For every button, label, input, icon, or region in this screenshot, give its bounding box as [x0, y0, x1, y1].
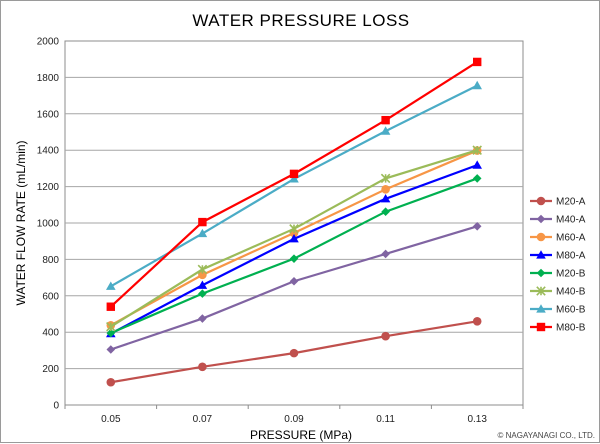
legend-label: M40-B	[556, 287, 586, 298]
series-m40-a	[106, 221, 482, 354]
legend-item-m60-b: M60-B	[530, 304, 586, 316]
data-point	[380, 173, 391, 184]
data-point	[472, 145, 482, 155]
series-m20-a	[106, 316, 482, 387]
legend-marker	[536, 250, 546, 259]
y-tick-label: 1600	[37, 109, 60, 120]
data-point	[197, 228, 208, 238]
legend-label: M80-A	[556, 251, 586, 262]
legend-marker	[536, 232, 546, 242]
data-point	[381, 115, 390, 125]
data-point	[289, 174, 299, 183]
y-tick-label: 1400	[37, 146, 60, 157]
y-tick-label: 0	[53, 401, 59, 412]
data-point	[106, 328, 116, 338]
legend-label: M60-A	[556, 233, 586, 244]
x-axis-label: PRESSURE (MPa)	[250, 428, 352, 442]
data-point	[472, 221, 482, 231]
y-tick-label: 1000	[37, 219, 60, 230]
legend-marker	[536, 304, 546, 313]
legend-marker	[536, 322, 546, 332]
y-tick-label: 200	[42, 364, 59, 375]
legend-label: M20-B	[556, 269, 586, 280]
legend-item-m20-a: M20-A	[530, 197, 586, 208]
data-point	[106, 281, 116, 290]
x-tick-label: 0.11	[376, 414, 395, 425]
data-point	[472, 160, 482, 169]
legend-marker	[536, 268, 546, 278]
y-tick-label: 600	[42, 291, 59, 302]
data-point	[472, 316, 482, 326]
data-point	[289, 224, 299, 234]
data-point	[197, 264, 208, 275]
legend-item-m80-a: M80-A	[530, 250, 586, 262]
data-point	[381, 331, 390, 341]
x-tick-labels: 0.05 0.07 0.09 0.11 0.13	[64, 405, 524, 425]
data-point	[106, 321, 116, 332]
data-point	[197, 280, 208, 289]
y-tick-labels: 0 200 400 600 800 1000 1200 1400 1600 1800 2000	[37, 37, 60, 412]
x-tick-label: 0.05	[101, 414, 121, 425]
legend-label: M60-B	[556, 305, 586, 316]
data-point	[289, 276, 299, 286]
y-axis-label: WATER FLOW RATE (mL/min)	[14, 140, 28, 305]
data-point	[289, 348, 299, 358]
series-m20-b	[106, 174, 482, 338]
y-tick-label: 1200	[37, 182, 60, 193]
data-point	[106, 345, 116, 354]
legend-label: M40-A	[556, 215, 586, 226]
data-point	[198, 289, 207, 298]
data-point	[380, 193, 391, 203]
data-point	[198, 217, 207, 227]
data-point	[106, 302, 115, 311]
data-point	[381, 207, 390, 217]
data-point	[198, 270, 207, 280]
grid-lines	[65, 76, 523, 370]
legend-item-m40-b: M40-B	[530, 286, 586, 298]
legend-item-m20-b: M20-B	[530, 269, 586, 280]
data-point	[380, 126, 391, 135]
data-point	[289, 234, 299, 243]
chart-title: WATER PRESSURE LOSS	[192, 11, 409, 30]
legend-item-m60-a: M60-A	[530, 233, 586, 244]
data-point	[289, 169, 299, 179]
series-group	[106, 57, 482, 387]
series-m40-b	[106, 145, 482, 332]
copyright-text: © NAGAYANAGI CO., LTD.	[498, 431, 595, 440]
y-tick-label: 800	[42, 255, 59, 266]
data-point	[198, 362, 207, 372]
legend-item-m40-a: M40-A	[530, 215, 586, 226]
legend-marker	[536, 214, 546, 224]
series-m80-b	[106, 57, 482, 311]
x-tick-label: 0.09	[284, 414, 304, 425]
x-tick-label: 0.07	[193, 414, 213, 425]
legend-label: M80-B	[556, 323, 586, 334]
data-point	[472, 174, 482, 183]
data-point	[198, 314, 207, 323]
legend-marker	[536, 286, 546, 296]
data-point	[106, 377, 116, 387]
data-point	[473, 57, 482, 67]
data-point	[472, 80, 482, 90]
legend-item-m80-b: M80-B	[530, 323, 586, 334]
data-point	[381, 185, 390, 194]
y-tick-label: 1800	[37, 73, 60, 84]
x-tick-label: 0.13	[467, 414, 487, 425]
data-point	[289, 254, 299, 263]
y-tick-label: 400	[42, 328, 59, 339]
legend-label: M20-A	[556, 197, 586, 208]
legend: M20-A M40-A M60-A M80-A M20-B M40-B M60-B M80-B	[530, 197, 586, 334]
data-point	[381, 249, 390, 259]
y-tick-label: 2000	[37, 37, 60, 48]
legend-marker	[536, 196, 546, 206]
